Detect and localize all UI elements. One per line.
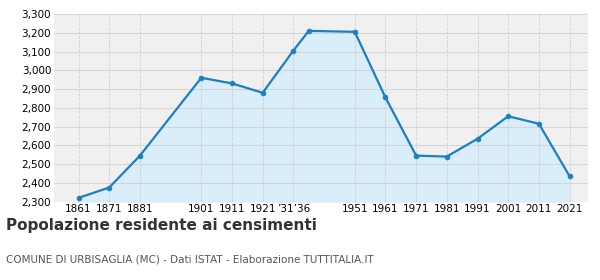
Text: Popolazione residente ai censimenti: Popolazione residente ai censimenti xyxy=(6,218,317,234)
Text: COMUNE DI URBISAGLIA (MC) - Dati ISTAT - Elaborazione TUTTITALIA.IT: COMUNE DI URBISAGLIA (MC) - Dati ISTAT -… xyxy=(6,255,374,265)
